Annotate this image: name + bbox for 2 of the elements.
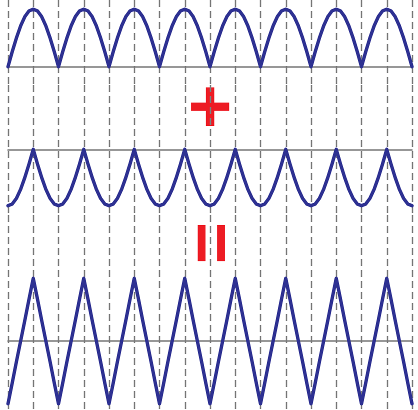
annotation: +	[188, 64, 232, 149]
text: =	[172, 222, 252, 264]
